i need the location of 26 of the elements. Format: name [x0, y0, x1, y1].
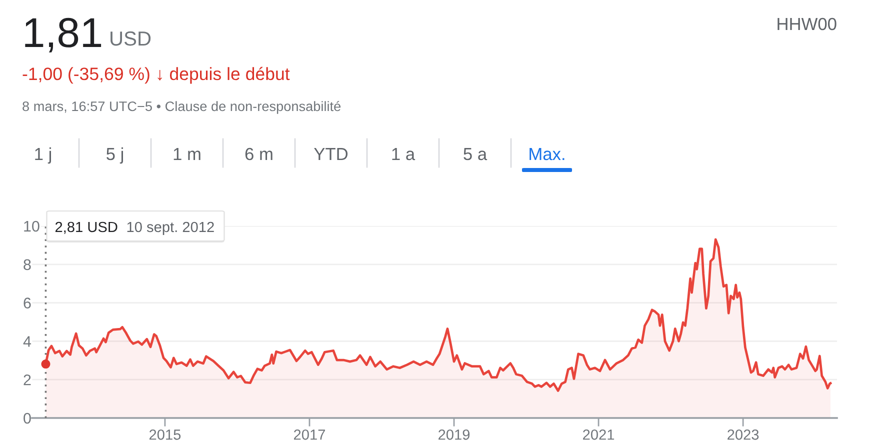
- x-tick-label: 2019: [438, 429, 470, 440]
- text: 5 a: [464, 148, 488, 160]
- text: USD: [110, 31, 151, 46]
- y-tick-label: 4: [23, 336, 32, 347]
- y-tick-label: 10: [24, 220, 40, 232]
- annotation: 2,81 USD: [55, 222, 118, 234]
- text: Max.: [530, 148, 564, 160]
- text: 6 m: [245, 148, 272, 160]
- annotation: 10 sept. 2012: [127, 222, 214, 236]
- text: 1 m: [174, 148, 200, 160]
- x-tick-label: 2023: [728, 429, 759, 440]
- text: 1 j: [35, 147, 51, 164]
- y-tick-label: 8: [24, 259, 31, 270]
- y-tick-label: 0: [24, 412, 31, 424]
- y-tick-label: 6: [24, 298, 31, 308]
- text: 1 a: [392, 148, 416, 160]
- chart-subtitle: -1,00 (-35,69 %) ↓ depuis le début: [22, 66, 290, 84]
- x-tick-label: 2021: [583, 429, 614, 440]
- text: 8 mars, 16:57 UTC−5 • Clause de non-responsabilité: [22, 100, 341, 114]
- text: HHW00: [778, 18, 836, 30]
- text: YTD: [314, 148, 348, 160]
- chart-title: 1,81: [25, 18, 102, 52]
- x-tick-label: 2015: [149, 429, 181, 440]
- text: 5 j: [106, 147, 123, 164]
- y-tick-label: 2: [24, 374, 31, 386]
- x-tick-label: 2017: [294, 429, 325, 440]
